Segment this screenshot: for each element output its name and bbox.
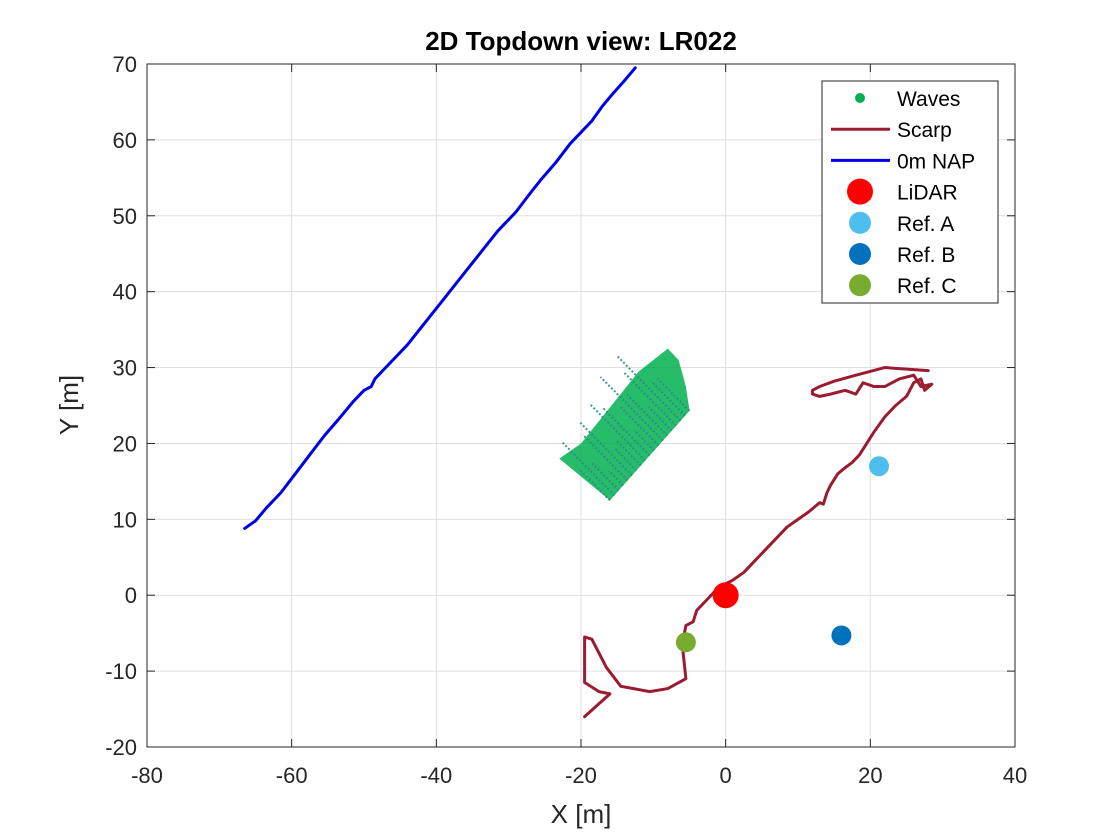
chart-title: 2D Topdown view: LR022 (425, 26, 737, 56)
y-tick-label: -10 (105, 659, 137, 684)
y-tick-label: 50 (113, 204, 137, 229)
waves-streak (615, 439, 642, 467)
x-tick-label: -40 (420, 763, 452, 788)
legend-label-ref-b: Ref. B (897, 244, 955, 267)
legend-label-ref-c: Ref. C (897, 275, 957, 298)
legend-swatch-ref-a (849, 211, 871, 234)
y-tick-label: 0 (125, 583, 137, 608)
waves-streak (581, 433, 629, 482)
plot-area (243, 66, 934, 719)
waves-streak (647, 406, 673, 432)
x-tick-label: -80 (131, 763, 163, 788)
y-tick-label: 70 (113, 52, 137, 77)
legend-label-0m-nap: 0m NAP (897, 150, 975, 173)
legend-swatch-lidar (847, 178, 873, 205)
0m-nap-line (243, 66, 637, 530)
waves-streak (623, 372, 677, 427)
waves-streak (657, 377, 691, 412)
y-tick-label: 60 (113, 128, 137, 153)
x-tick-label: 40 (1003, 763, 1027, 788)
waves-streak (588, 402, 647, 462)
ref-a-marker (869, 456, 890, 477)
x-tick-label: -60 (276, 763, 308, 788)
y-tick-label: 40 (113, 280, 137, 305)
scarp-line (583, 366, 934, 719)
y-tick-label: 20 (113, 431, 137, 456)
legend-swatch-waves (855, 93, 865, 103)
x-tick-label: -20 (565, 763, 597, 788)
waves-streak (620, 406, 660, 447)
waves-streak (577, 467, 611, 502)
legend-label-scarp: Scarp (897, 119, 952, 142)
y-tick-label: 10 (113, 507, 137, 532)
legend-label-waves: Waves (897, 88, 960, 111)
waves-streak (613, 447, 638, 472)
legend: Waves Scarp 0m NAP LiDAR Ref. A Ref. B Ref. C (821, 80, 999, 304)
legend-swatch-ref-b (849, 243, 871, 265)
waves-streak (607, 469, 624, 487)
legend-label-lidar: LiDAR (897, 182, 958, 205)
y-axis-label: Y [m] (54, 375, 84, 435)
waves-streak (650, 380, 686, 417)
x-tick-label: 0 (720, 763, 732, 788)
waves-point-cloud (559, 348, 691, 502)
waves-streak (601, 406, 651, 457)
waves-streak (626, 393, 669, 437)
waves-streak (616, 355, 682, 422)
waves-streak (633, 429, 655, 452)
lidar-marker (712, 582, 739, 609)
y-tick-label: 30 (113, 356, 137, 381)
y-tick-label: -20 (105, 735, 137, 760)
waves-streak (560, 440, 616, 497)
ref-b-marker (831, 625, 852, 646)
x-tick-label: 20 (858, 763, 882, 788)
waves-streak (590, 461, 620, 492)
legend-label-ref-a: Ref. A (897, 213, 954, 236)
legend-swatch-ref-c (849, 274, 871, 297)
waves-streak (579, 421, 633, 477)
axis-ticks: -80 -60 -40 -20 0 20 40 -20 -10 0 10 20 30 40 50 60 70 (105, 52, 1027, 788)
ref-c-marker (675, 632, 696, 653)
waves-streak (599, 376, 664, 442)
x-axis-label: X [m] (551, 799, 612, 829)
